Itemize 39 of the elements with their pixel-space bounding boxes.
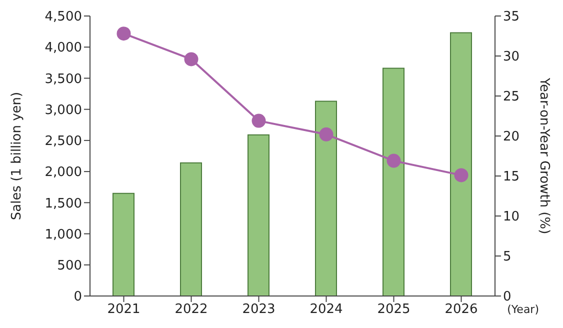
x-tick-label: 2022 [174, 302, 208, 318]
point [252, 114, 266, 128]
x-axis-title: (Year) [507, 303, 539, 316]
y2-tick-label: 25 [503, 90, 520, 105]
point [116, 26, 131, 41]
y-tick-label: 1,000 [44, 227, 82, 242]
y2-tick-label: 35 [503, 10, 520, 25]
y2-tick-label: 5 [503, 250, 512, 265]
x-tick-label: 2025 [377, 302, 410, 318]
x-tick-label: 2026 [444, 302, 478, 318]
bar [382, 68, 404, 296]
point [386, 154, 401, 168]
y-tick-label: 2,500 [44, 134, 82, 150]
bar [112, 192, 134, 296]
point [454, 168, 468, 182]
x-tick-label: 2024 [310, 302, 343, 318]
y2-tick-label: 0 [503, 290, 512, 305]
x-tick-label: 2023 [242, 302, 276, 318]
bar [315, 100, 337, 296]
bar [180, 162, 202, 296]
y-axis-title: Sales (1 billion yen) [10, 92, 25, 220]
point [184, 52, 198, 66]
bar [248, 134, 270, 296]
bar [450, 32, 472, 296]
y-tick-label: 3,000 [44, 102, 82, 118]
y2-tick-label: 30 [503, 50, 520, 65]
y-tick-label: 0 [74, 290, 82, 305]
y-tick-label: 1,500 [44, 196, 82, 212]
y-tick-label: 3,500 [44, 72, 82, 87]
y2-tick-label: 10 [503, 210, 520, 225]
y2-tick-label: 20 [503, 130, 520, 145]
y-tick-label: 2,000 [44, 165, 82, 180]
y2-axis-title: Year-on-Year Growth (%) [536, 76, 552, 234]
point [319, 127, 334, 142]
y-tick-label: 4,500 [44, 10, 82, 25]
y2-tick-label: 15 [503, 170, 520, 185]
y-tick-label: 4,000 [44, 40, 82, 56]
x-tick-label: 2021 [107, 302, 140, 318]
y-tick-label: 500 [57, 258, 82, 274]
